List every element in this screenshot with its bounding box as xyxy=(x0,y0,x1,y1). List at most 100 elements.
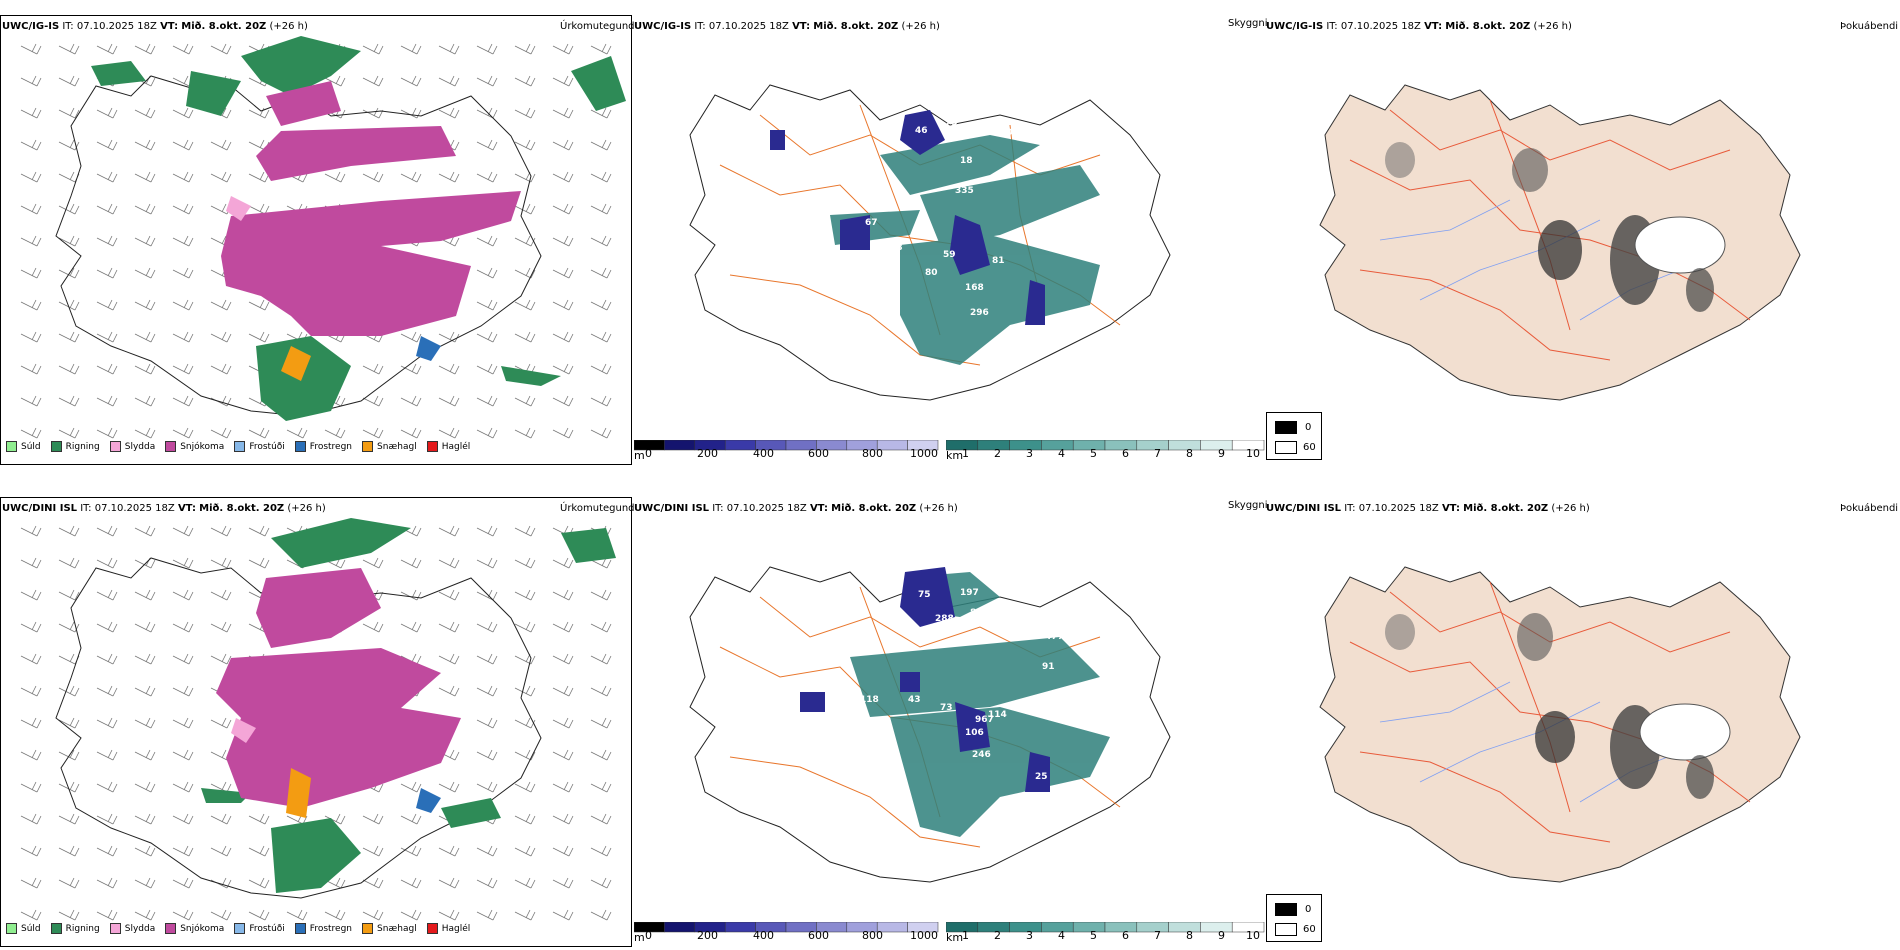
visibility-colorbar-1 xyxy=(945,437,1266,456)
vb-tick: 4 xyxy=(1058,929,1065,942)
wind-barb xyxy=(172,653,194,665)
wind-barb xyxy=(552,589,574,601)
wind-barb xyxy=(438,621,460,633)
wind-barb xyxy=(476,621,498,633)
cloud-base-label: 73 xyxy=(940,703,953,713)
wind-barb xyxy=(20,331,42,343)
wind-barb xyxy=(590,363,612,375)
legend-item: Snjókoma xyxy=(165,441,224,452)
wind-barb xyxy=(172,363,194,375)
wind-barb xyxy=(552,267,574,279)
wind-barb xyxy=(400,621,422,633)
wind-barb xyxy=(20,685,42,697)
visibility-unit: km xyxy=(946,931,964,944)
wind-barb xyxy=(248,845,270,857)
cloud-base-label: 73 xyxy=(875,720,888,730)
wind-barb xyxy=(552,717,574,729)
wind-barb xyxy=(552,557,574,569)
wind-barb xyxy=(210,813,232,825)
wind-barb xyxy=(552,395,574,407)
wind-barb xyxy=(590,267,612,279)
vis-map-1: 46 257 75 18 335 109 475 98 59 81 33 80 … xyxy=(689,84,1171,401)
wind-barb xyxy=(172,813,194,825)
wind-barb xyxy=(476,107,498,119)
wind-barb xyxy=(58,395,80,407)
legend-swatch xyxy=(109,923,121,934)
wind-barb xyxy=(590,845,612,857)
legend-item: Frostregn xyxy=(294,441,352,452)
wind-barb xyxy=(210,717,232,729)
wind-barb xyxy=(20,171,42,183)
wind-barb xyxy=(248,557,270,569)
legend-swatch xyxy=(294,923,306,934)
cb-tick: 400 xyxy=(753,929,774,942)
wind-barb xyxy=(58,621,80,633)
visibility-unit: km xyxy=(946,449,964,462)
mixed-precip xyxy=(231,718,441,818)
wind-barb xyxy=(552,685,574,697)
visibility-bar-svg xyxy=(945,921,1265,933)
wind-barb xyxy=(20,781,42,793)
wind-barb xyxy=(400,845,422,857)
precip-legend-2: Súld Rigning Slydda Snjókoma Frostúði Fr… xyxy=(6,923,480,934)
wind-barb xyxy=(134,589,156,601)
wind-barb xyxy=(476,749,498,761)
precip-type-label-1: Úrkomutegund xyxy=(560,21,635,32)
wind-barb xyxy=(400,909,422,921)
wind-barb xyxy=(96,235,118,247)
wind-barb xyxy=(476,395,498,407)
legend-item: Snjókoma xyxy=(165,923,224,934)
fog-swatch-dark xyxy=(1275,421,1297,434)
wind-barb xyxy=(134,717,156,729)
wind-barb xyxy=(20,909,42,921)
wind-barb xyxy=(20,43,42,55)
wind-barb xyxy=(210,363,232,375)
wind-barb xyxy=(590,653,612,665)
wind-barb xyxy=(514,589,536,601)
wind-barb xyxy=(514,43,536,55)
wind-barb xyxy=(476,331,498,343)
wind-barb xyxy=(590,685,612,697)
vb-tick: 5 xyxy=(1090,929,1097,942)
legend-item: Rigning xyxy=(50,441,100,452)
wind-barb xyxy=(248,813,270,825)
wind-barb xyxy=(248,171,270,183)
wind-barb xyxy=(400,43,422,55)
wind-barb xyxy=(20,589,42,601)
vb-tick: 8 xyxy=(1186,929,1193,942)
vis-title-2: UWC/DINI ISL IT: 07.10.2025 18Z VT: Mið.… xyxy=(634,503,958,514)
cloud-base-label: 43 xyxy=(908,695,921,705)
wind-barb xyxy=(438,107,460,119)
wind-barb xyxy=(552,781,574,793)
wind-barb xyxy=(438,395,460,407)
cloud-base-label: 106 xyxy=(965,728,984,738)
wind-barb xyxy=(400,877,422,889)
cloud-base-ticks-1: 0 200 400 600 800 1000 xyxy=(640,447,940,461)
wind-barb xyxy=(552,75,574,87)
wind-barb xyxy=(514,909,536,921)
vb-tick: 6 xyxy=(1122,447,1129,460)
wind-barb xyxy=(20,395,42,407)
wind-barb xyxy=(20,267,42,279)
wind-barb xyxy=(590,331,612,343)
fog-swatch-light xyxy=(1275,923,1297,936)
wind-barb xyxy=(96,139,118,151)
wind-barb xyxy=(134,43,156,55)
precip-map-frame-1 xyxy=(0,15,632,465)
cloud-base-colorbar-1 xyxy=(633,437,940,456)
wind-barb xyxy=(134,909,156,921)
wind-barb xyxy=(590,427,612,439)
fog-scale-1: 0 60 xyxy=(1266,412,1322,460)
cloud-base-label: 25 xyxy=(1035,772,1048,782)
wind-barb xyxy=(590,717,612,729)
legend-item: Snæhagl xyxy=(362,441,417,452)
wind-barb xyxy=(552,877,574,889)
cloud-base-label: 81 xyxy=(992,256,1005,266)
vb-tick: 9 xyxy=(1218,447,1225,460)
visibility-colorbar-2 xyxy=(945,919,1266,938)
wind-barb xyxy=(248,299,270,311)
wind-barb xyxy=(552,203,574,215)
cloud-base-label: 61 xyxy=(855,276,868,286)
cloud-base-label: 232 xyxy=(1032,338,1051,348)
wind-barb xyxy=(362,909,384,921)
